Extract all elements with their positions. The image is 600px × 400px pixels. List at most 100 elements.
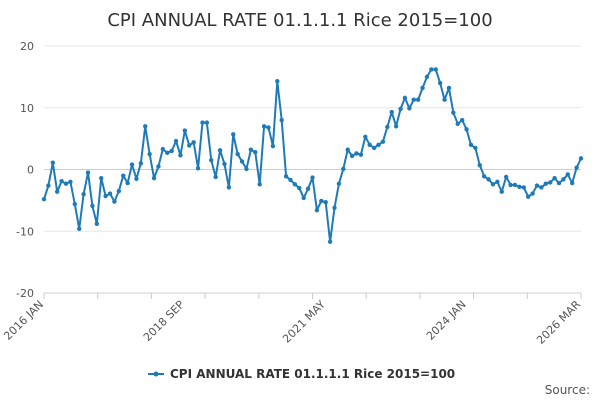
- data-point[interactable]: [151, 175, 157, 181]
- data-point[interactable]: [178, 153, 183, 158]
- data-point[interactable]: [552, 175, 557, 181]
- data-point[interactable]: [248, 147, 254, 152]
- data-point[interactable]: [68, 179, 73, 185]
- data-point[interactable]: [376, 142, 381, 147]
- data-point[interactable]: [371, 145, 377, 151]
- data-point[interactable]: [517, 184, 522, 189]
- data-point[interactable]: [358, 152, 364, 157]
- data-point[interactable]: [429, 67, 434, 72]
- data-point[interactable]: [473, 145, 478, 151]
- data-point[interactable]: [420, 85, 425, 91]
- data-point[interactable]: [578, 156, 584, 161]
- data-point[interactable]: [81, 192, 86, 197]
- data-point[interactable]: [363, 134, 368, 139]
- data-point[interactable]: [451, 110, 456, 115]
- data-point[interactable]: [77, 226, 82, 231]
- data-point[interactable]: [257, 182, 262, 187]
- data-point[interactable]: [173, 138, 179, 144]
- data-point[interactable]: [134, 176, 139, 181]
- data-point[interactable]: [283, 174, 289, 179]
- data-point[interactable]: [345, 147, 350, 152]
- data-point[interactable]: [543, 181, 548, 186]
- data-point[interactable]: [147, 151, 152, 157]
- data-point[interactable]: [125, 180, 130, 186]
- data-point[interactable]: [116, 188, 122, 194]
- data-point[interactable]: [195, 166, 201, 171]
- data-point[interactable]: [556, 180, 562, 186]
- data-point[interactable]: [55, 189, 60, 194]
- data-point[interactable]: [103, 193, 108, 199]
- data-point[interactable]: [530, 191, 535, 196]
- data-point[interactable]: [490, 182, 496, 187]
- data-point[interactable]: [94, 221, 100, 227]
- data-point[interactable]: [288, 177, 293, 183]
- data-point[interactable]: [319, 198, 324, 204]
- data-point[interactable]: [85, 170, 91, 175]
- data-point[interactable]: [503, 174, 509, 180]
- data-point[interactable]: [129, 162, 135, 167]
- data-point[interactable]: [169, 148, 174, 154]
- data-point[interactable]: [508, 182, 513, 188]
- data-point[interactable]: [275, 78, 280, 84]
- data-point[interactable]: [565, 172, 570, 177]
- legend[interactable]: CPI ANNUAL RATE 01.1.1.1 Rice 2015=100: [148, 367, 455, 381]
- data-point[interactable]: [213, 174, 218, 180]
- data-point[interactable]: [292, 182, 298, 187]
- data-point[interactable]: [222, 161, 227, 167]
- data-point[interactable]: [310, 175, 315, 180]
- data-point[interactable]: [63, 181, 69, 186]
- data-point[interactable]: [398, 106, 403, 112]
- data-point[interactable]: [261, 124, 267, 129]
- data-point[interactable]: [380, 139, 386, 144]
- data-point[interactable]: [367, 142, 372, 147]
- data-point[interactable]: [244, 166, 249, 172]
- data-point[interactable]: [574, 165, 579, 170]
- data-point[interactable]: [143, 124, 148, 129]
- data-point[interactable]: [107, 191, 113, 196]
- data-point[interactable]: [59, 179, 64, 184]
- data-point[interactable]: [389, 109, 394, 115]
- data-point[interactable]: [121, 173, 126, 178]
- data-point[interactable]: [442, 97, 447, 102]
- data-point[interactable]: [226, 185, 232, 190]
- data-point[interactable]: [499, 189, 504, 194]
- data-point[interactable]: [468, 142, 474, 147]
- data-point[interactable]: [525, 194, 531, 199]
- data-point[interactable]: [464, 127, 469, 132]
- data-point[interactable]: [305, 186, 311, 191]
- data-point[interactable]: [279, 117, 284, 123]
- data-point[interactable]: [231, 132, 236, 137]
- data-point[interactable]: [138, 161, 144, 166]
- data-point[interactable]: [165, 150, 170, 156]
- data-point[interactable]: [486, 177, 491, 182]
- data-point[interactable]: [191, 140, 196, 145]
- data-point[interactable]: [50, 160, 56, 165]
- data-point[interactable]: [90, 203, 95, 209]
- data-point[interactable]: [521, 185, 526, 190]
- data-point[interactable]: [46, 183, 51, 188]
- data-point[interactable]: [437, 80, 443, 86]
- data-point[interactable]: [41, 196, 47, 202]
- data-point[interactable]: [323, 200, 328, 205]
- data-point[interactable]: [349, 153, 355, 159]
- data-point[interactable]: [336, 181, 342, 186]
- data-point[interactable]: [112, 199, 117, 204]
- data-point[interactable]: [433, 67, 438, 72]
- data-point[interactable]: [341, 166, 346, 172]
- data-point[interactable]: [239, 159, 245, 164]
- data-point[interactable]: [547, 180, 553, 185]
- data-point[interactable]: [411, 97, 416, 102]
- data-point[interactable]: [200, 120, 205, 125]
- data-point[interactable]: [385, 124, 390, 130]
- data-point[interactable]: [446, 85, 452, 91]
- data-point[interactable]: [539, 185, 544, 190]
- data-point[interactable]: [314, 208, 320, 213]
- data-point[interactable]: [415, 97, 421, 102]
- data-point[interactable]: [160, 146, 166, 152]
- data-point[interactable]: [266, 125, 271, 130]
- data-point[interactable]: [182, 128, 188, 133]
- data-point[interactable]: [217, 148, 223, 153]
- data-point[interactable]: [402, 95, 408, 101]
- data-point[interactable]: [156, 164, 161, 169]
- data-point[interactable]: [495, 179, 500, 185]
